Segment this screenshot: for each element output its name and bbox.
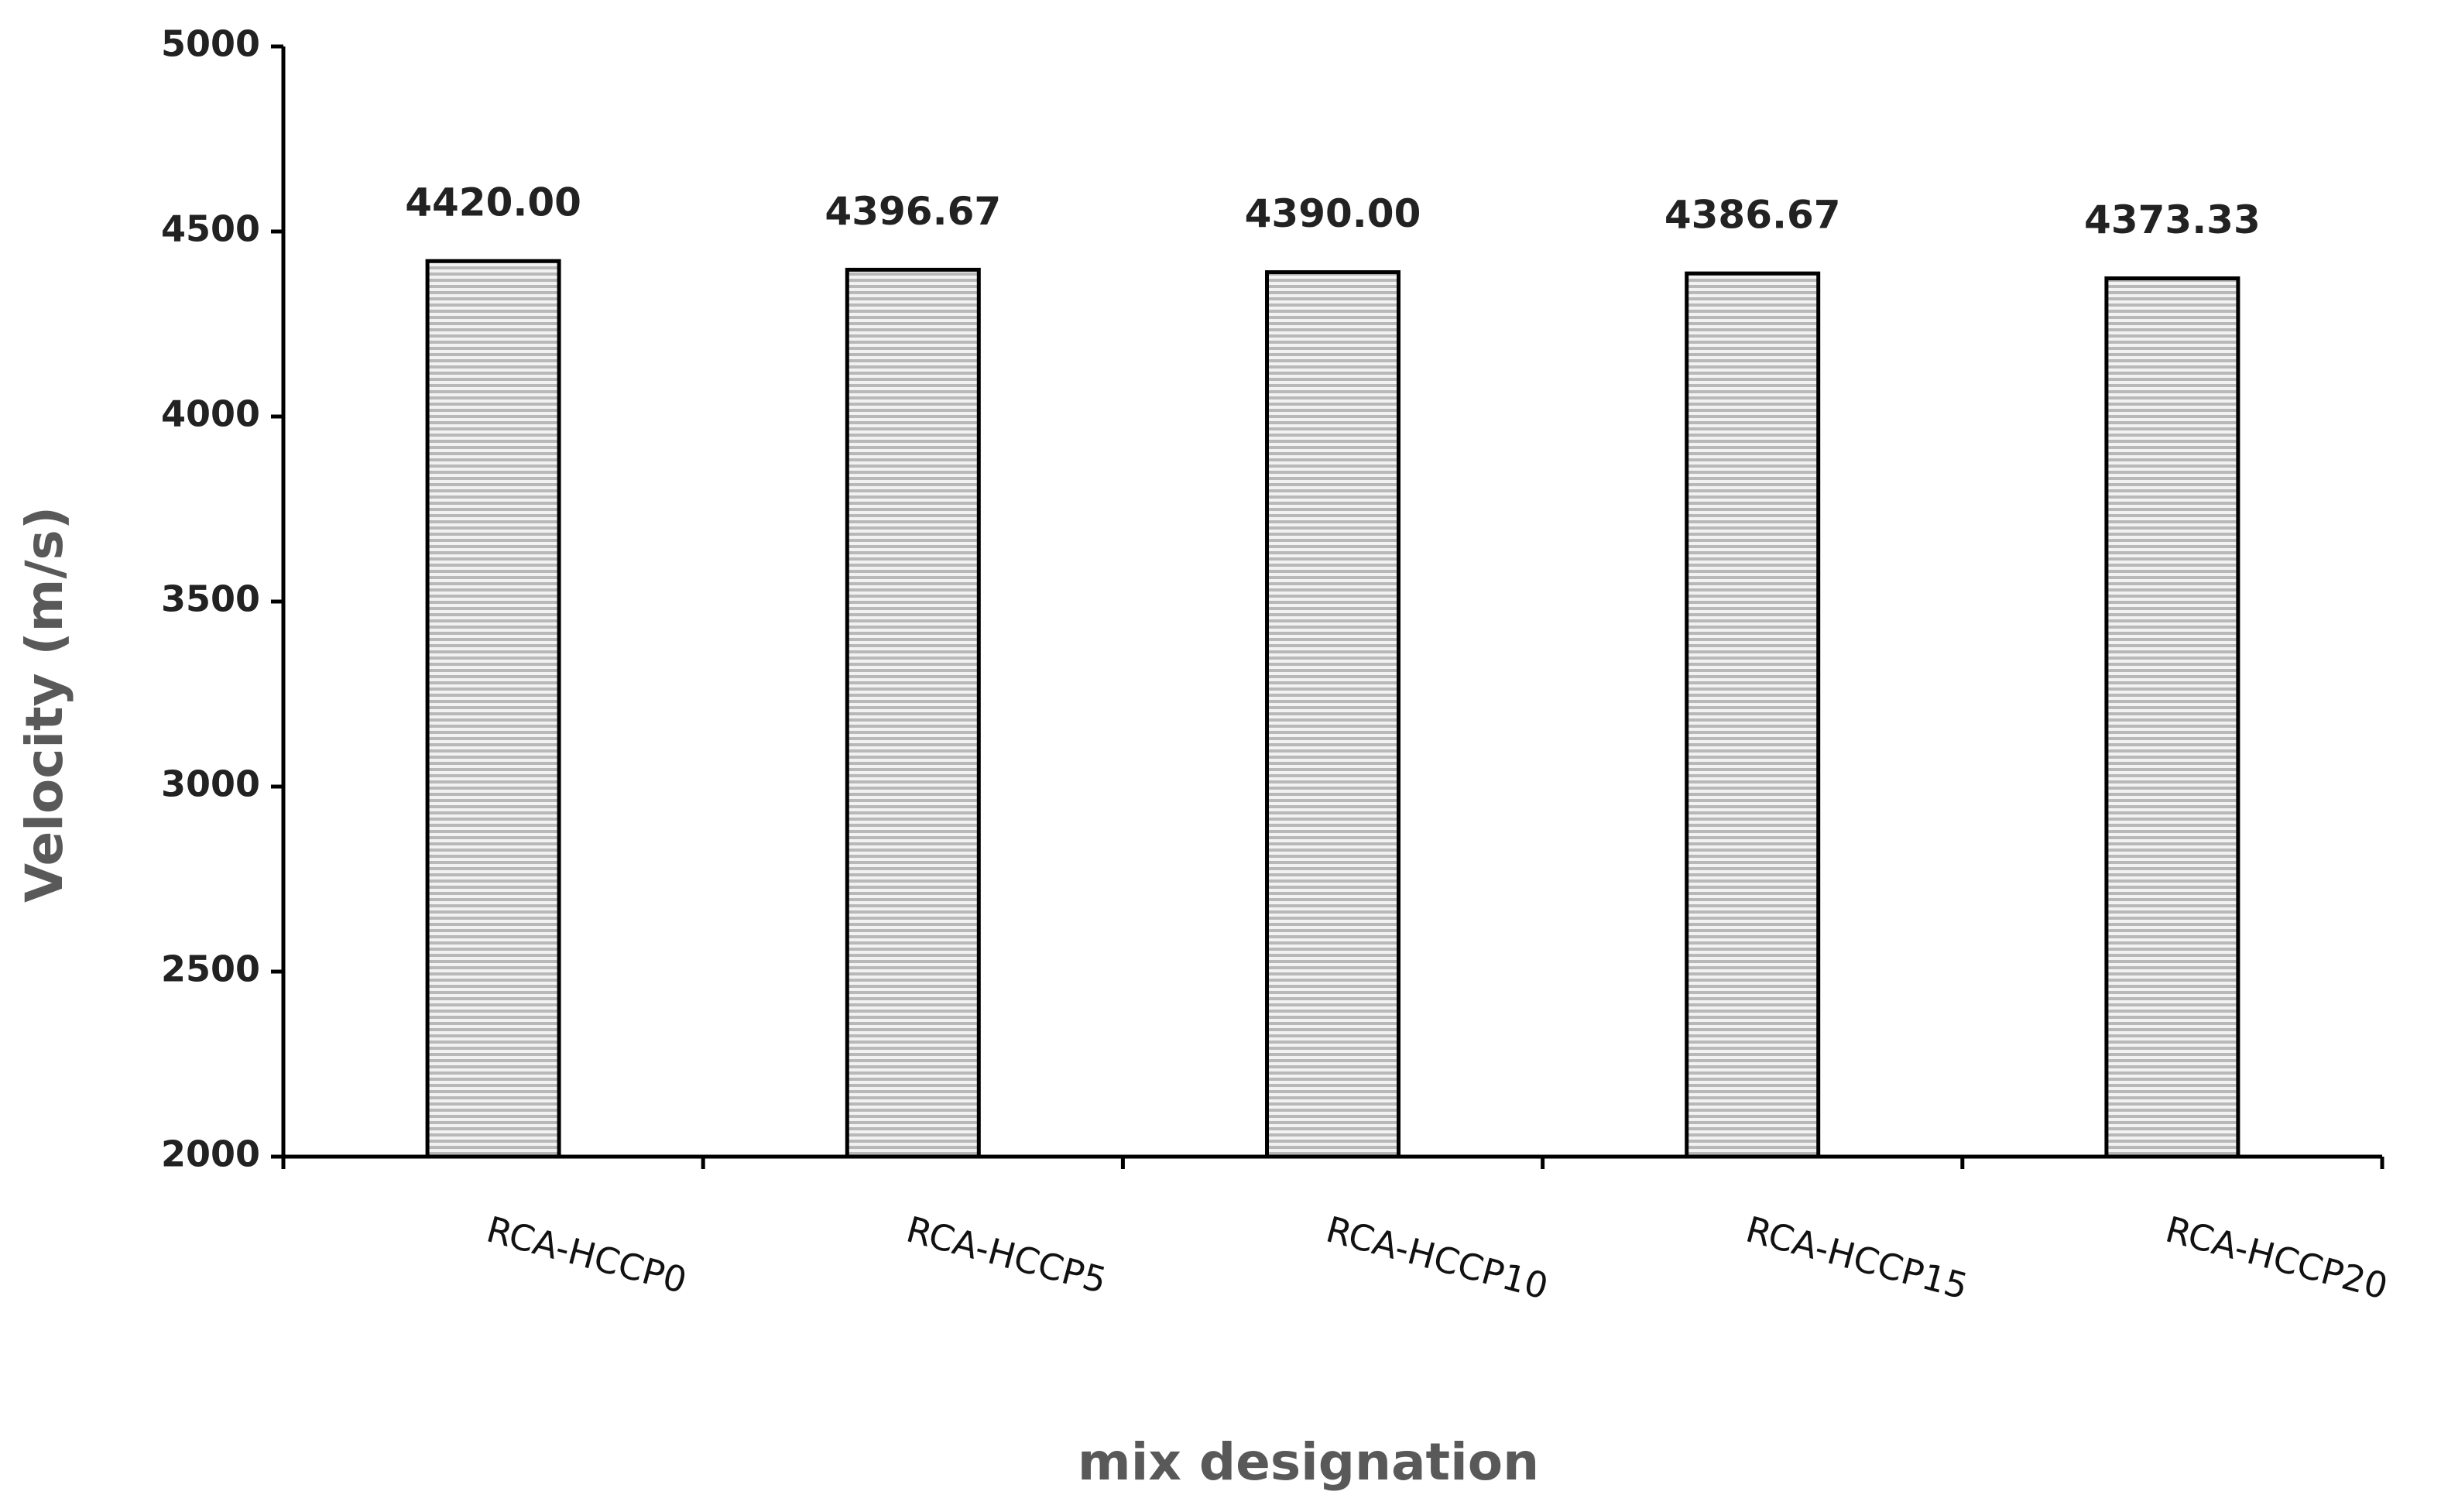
x-tick-label: RCA-HCCP15: [1742, 1209, 1973, 1308]
value-label: 4396.67: [825, 189, 1001, 234]
x-tick-label: RCA-HCCP5: [902, 1209, 1111, 1302]
x-tick-label: RCA-HCCP0: [482, 1209, 691, 1302]
value-label: 4386.67: [1664, 193, 1841, 238]
value-label: 4420.00: [405, 180, 581, 225]
bar: [2104, 276, 2240, 1159]
x-tick-label: RCA-HCCP10: [1322, 1209, 1552, 1308]
bar: [1265, 270, 1400, 1159]
y-tick-label: 2500: [161, 948, 260, 990]
y-tick-label: 3000: [161, 763, 260, 805]
bar: [425, 259, 561, 1159]
value-label: 4373.33: [2084, 197, 2261, 242]
y-tick-label: 4000: [161, 393, 260, 435]
x-axis-title: mix designation: [1078, 1432, 1539, 1492]
y-tick-label: 2000: [161, 1133, 260, 1175]
bar: [1685, 271, 1821, 1159]
y-tick-label: 5000: [161, 23, 260, 65]
bar: [845, 267, 981, 1159]
y-tick-label: 4500: [161, 208, 260, 250]
y-tick-label: 3500: [161, 578, 260, 620]
x-tick-label: RCA-HCCP20: [2162, 1209, 2392, 1308]
y-axis-title: Velocity (m/s): [15, 506, 74, 903]
value-label: 4390.00: [1245, 191, 1421, 236]
